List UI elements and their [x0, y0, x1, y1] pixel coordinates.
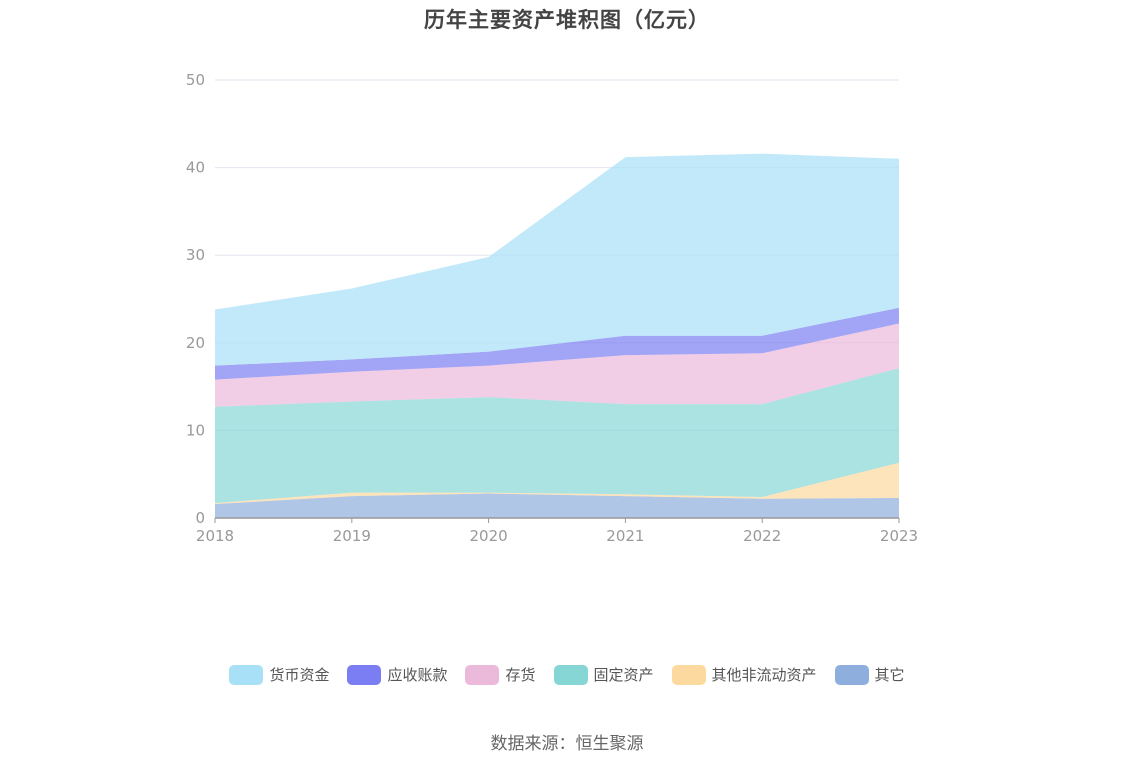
area-其它 [215, 493, 899, 518]
legend-swatch [229, 664, 264, 685]
y-tick-label: 30 [186, 246, 205, 264]
legend-swatch [834, 664, 869, 685]
legend-label: 其他非流动资产 [711, 666, 817, 684]
x-tick-label: 2021 [606, 527, 644, 545]
area-应收账款 [215, 307, 899, 380]
legend: 货币资金 应收账款 存货 固定资产 其他非流动资产 其它 [0, 664, 1134, 685]
legend-swatch [671, 664, 706, 685]
area-series [215, 153, 899, 518]
legend-item[interactable]: 货币资金 [229, 664, 329, 685]
x-tick-label: 2020 [470, 527, 508, 545]
legend-item[interactable]: 其它 [834, 664, 905, 685]
legend-label: 存货 [505, 666, 536, 684]
legend-label: 固定资产 [593, 666, 654, 684]
legend-label: 应收账款 [387, 666, 448, 684]
stacked-area-chart: 0 10 20 30 40 50 2018 2019 2020 2021 2022 2023 [186, 71, 918, 545]
x-tick-label: 2019 [333, 527, 371, 545]
legend-swatch [553, 664, 588, 685]
area-其他非流动资产 [215, 462, 899, 504]
area-固定资产 [215, 368, 899, 504]
legend-item[interactable]: 存货 [465, 664, 536, 685]
chart-title: 历年主要资产堆积图（亿元） [424, 8, 710, 32]
area-存货 [215, 323, 899, 407]
legend-item[interactable]: 其他非流动资产 [671, 664, 817, 685]
axes: 0 10 20 30 40 50 2018 2019 2020 2021 2022 2023 [186, 71, 918, 545]
legend-item[interactable]: 固定资产 [553, 664, 654, 685]
legend-swatch [347, 664, 382, 685]
legend-swatch [465, 664, 500, 685]
x-tick-label: 2018 [196, 527, 234, 545]
x-tick-label: 2022 [743, 527, 781, 545]
source-note: 数据来源：恒生聚源 [490, 734, 644, 754]
legend-item[interactable]: 应收账款 [347, 664, 447, 685]
legend-label: 其它 [874, 666, 905, 684]
legend-label: 货币资金 [269, 666, 330, 684]
y-tick-label: 20 [186, 334, 205, 352]
y-tick-label: 50 [186, 71, 205, 89]
x-tick-label: 2023 [880, 527, 918, 545]
y-tick-label: 0 [195, 509, 205, 527]
y-tick-label: 10 [186, 421, 205, 439]
area-货币资金 [215, 153, 899, 366]
y-tick-label: 40 [186, 159, 205, 177]
